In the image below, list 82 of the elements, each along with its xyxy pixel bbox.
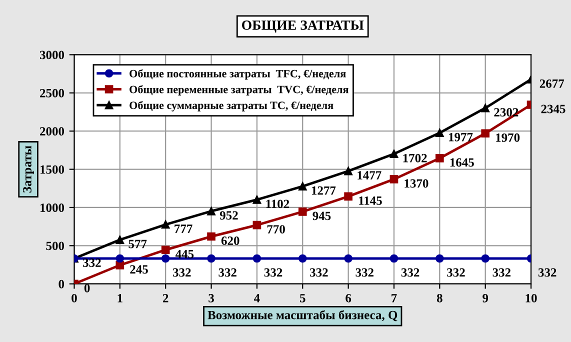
data-label: 2677 (540, 79, 564, 88)
data-label: 332 (492, 268, 511, 277)
x-axis-title: Возможные масштабы бизнеса, Q (208, 310, 398, 322)
y-tick-label: 1000 (40, 204, 64, 212)
data-label: 1277 (312, 186, 336, 195)
data-label: 2302 (494, 108, 518, 116)
x-tick-label: 9 (482, 294, 488, 302)
point (161, 254, 170, 263)
x-tick-label: 7 (392, 294, 397, 302)
data-label: 0 (84, 284, 90, 292)
x-tick-label: 0 (72, 294, 77, 302)
x-tick-label: 8 (436, 294, 442, 302)
y-tick-label: 2000 (40, 127, 64, 136)
data-label: 945 (312, 212, 331, 220)
point (390, 150, 398, 158)
y-tick-label: 3000 (40, 50, 64, 60)
y-tick-label: 2500 (40, 88, 64, 98)
x-tick-label: 5 (300, 294, 306, 302)
data-label: 245 (130, 265, 148, 274)
point (116, 260, 124, 270)
point (298, 208, 307, 216)
data-label: 1977 (449, 132, 473, 142)
data-label: 332 (218, 268, 236, 277)
point (436, 254, 444, 263)
data-label: 1702 (403, 154, 427, 162)
legend-label: Общие постоянные затраты TFC, €/неделя (130, 69, 346, 80)
point (252, 220, 262, 230)
legend-label: Общие переменные затраты TVC, €/неделя (130, 85, 348, 96)
point (207, 206, 216, 216)
data-label: 2345 (541, 104, 566, 114)
point (116, 254, 124, 263)
point (298, 182, 307, 190)
y-tick-label: 0 (58, 280, 64, 288)
data-label: 332 (401, 268, 420, 277)
point (344, 192, 352, 201)
point (481, 129, 490, 138)
point (481, 104, 490, 112)
data-label: 952 (220, 211, 238, 220)
data-label: 770 (267, 225, 285, 234)
y-axis-title: Затраты (23, 146, 34, 193)
point (252, 254, 262, 263)
point (207, 254, 216, 263)
data-label: 1477 (358, 171, 382, 180)
point (344, 254, 352, 263)
data-label: 332 (310, 268, 328, 277)
point (298, 254, 307, 263)
point (390, 254, 398, 263)
x-tick-label: 4 (254, 294, 260, 302)
data-label: 1645 (450, 158, 474, 167)
data-label: 620 (221, 236, 240, 245)
x-tick-label: 6 (346, 294, 352, 302)
x-tick-label: 2 (162, 294, 168, 302)
point (161, 246, 170, 254)
chart-title: ОБЩИЕ ЗАТРАТЫ (242, 20, 364, 33)
data-label: 1145 (359, 196, 382, 205)
data-label: 332 (538, 268, 556, 277)
data-label: 445 (175, 250, 194, 258)
point (390, 175, 398, 184)
data-label: 1970 (496, 133, 520, 142)
x-tick-label: 3 (208, 294, 214, 302)
data-label: 777 (174, 224, 192, 233)
data-label: 332 (447, 268, 465, 277)
data-label: 577 (128, 240, 147, 248)
y-tick-label: 1500 (40, 165, 64, 174)
point (344, 166, 352, 176)
data-label: 332 (264, 268, 282, 277)
point (161, 220, 170, 229)
point (481, 254, 490, 263)
data-label: 332 (356, 268, 374, 277)
x-tick-label: 1 (118, 294, 122, 302)
y-tick-label: 500 (46, 242, 64, 250)
data-label: 1370 (404, 179, 428, 188)
data-label: 332 (83, 258, 101, 267)
data-label: 332 (173, 268, 191, 277)
point (436, 154, 444, 162)
legend-label: Общие суммарные затраты TC, €/неделя (130, 101, 334, 112)
point (436, 128, 444, 138)
point (116, 236, 124, 244)
point (252, 196, 262, 204)
point (207, 232, 216, 241)
data-label: 1102 (266, 200, 290, 208)
x-tick-label: 10 (526, 294, 537, 302)
